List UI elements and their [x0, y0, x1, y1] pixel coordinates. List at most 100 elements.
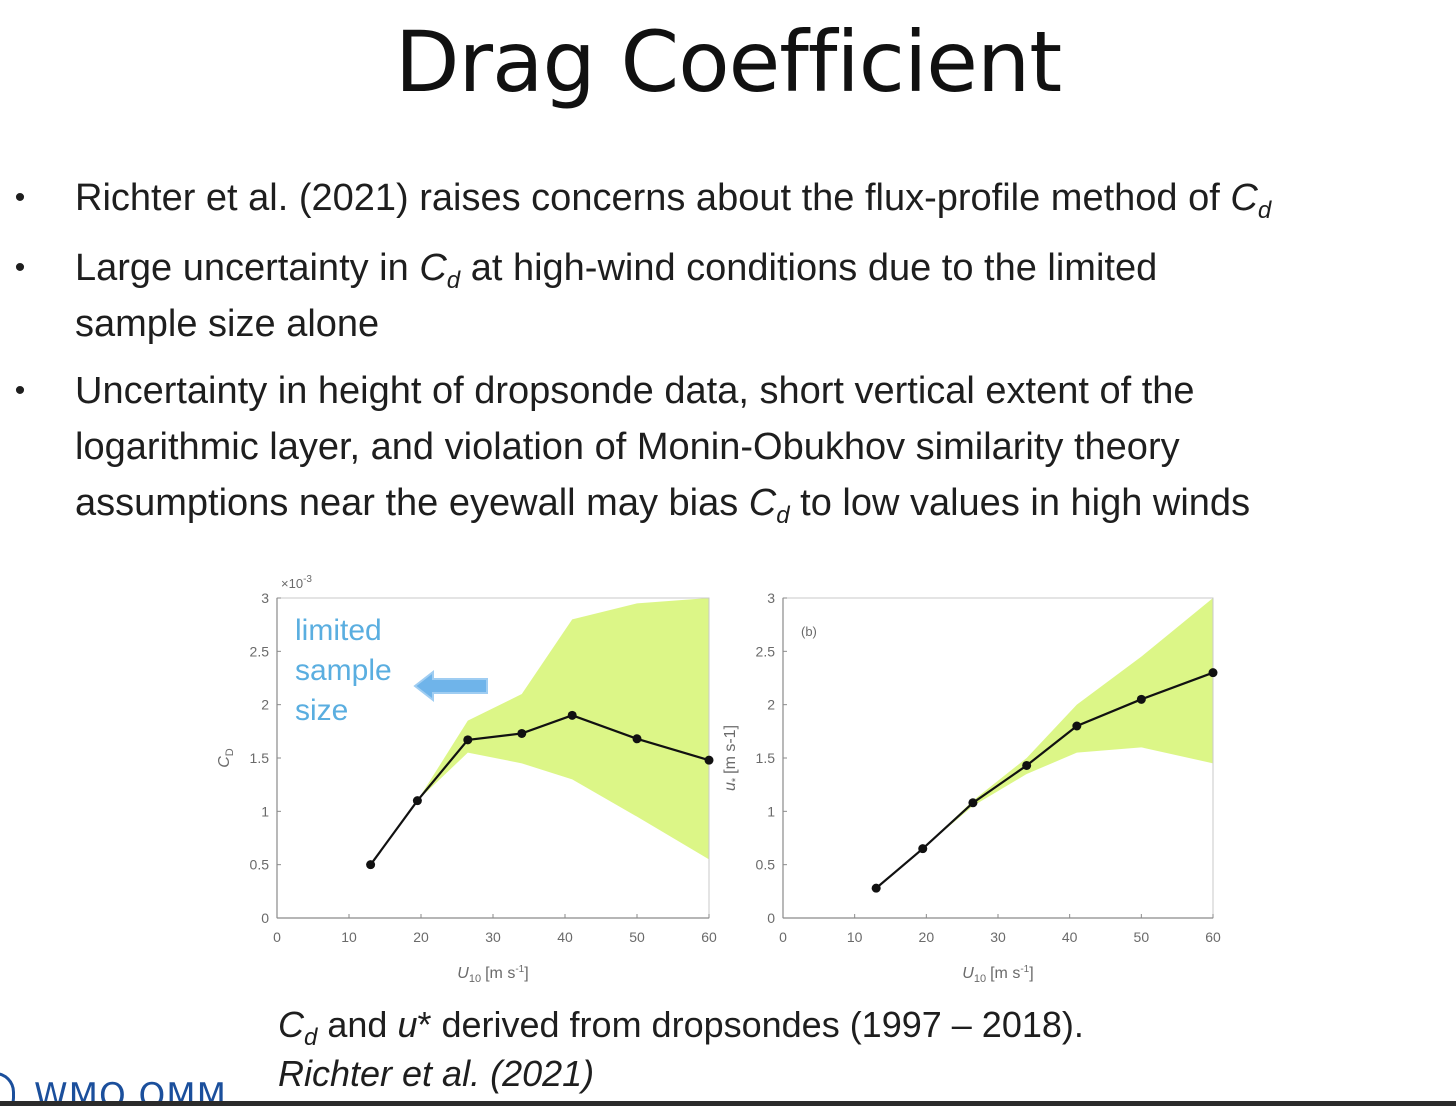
- data-point: [1022, 760, 1032, 770]
- text-run: Large uncertainty in: [75, 247, 420, 289]
- y-axis-label: CD: [216, 748, 236, 768]
- annotation-text: sample: [295, 654, 392, 687]
- data-point: [366, 860, 376, 870]
- x-label-part: [m s: [485, 965, 515, 982]
- data-point: [463, 735, 473, 745]
- data-point: [1072, 721, 1082, 731]
- data-point: [412, 796, 422, 806]
- y-tick-label: 3: [767, 590, 775, 606]
- uncertainty-band: [370, 598, 709, 865]
- x-label-part: 10: [469, 973, 481, 985]
- y-tick-label: 1: [261, 803, 269, 819]
- chart-area: 0 10 20 30 40 50 60 0 0.5 1 1.5 2 2.5 3 ×10-3 U10 [m s-1…: [195, 560, 1255, 990]
- y-tick-label: 2.5: [250, 643, 270, 659]
- text-run: at high-wind conditions due to the limit…: [460, 247, 1158, 289]
- text-run: logarithmic layer, and violation of Moni…: [75, 426, 1180, 468]
- data-point: [1208, 668, 1218, 678]
- x-label-part: [m s: [990, 965, 1020, 982]
- y-label-part: C: [216, 756, 233, 768]
- x-tick-label: 10: [847, 929, 863, 945]
- y-tick-label: 3: [261, 590, 269, 606]
- bullet-line: Richter et al. (2021) raises concerns ab…: [75, 170, 1450, 226]
- x-label-part: ]: [1029, 965, 1033, 982]
- data-point: [704, 755, 714, 765]
- x-tick-label: 30: [990, 929, 1006, 945]
- bullet-text: Richter et al. (2021) raises concerns ab…: [75, 170, 1450, 226]
- y-tick-label: 2.5: [756, 643, 776, 659]
- plot-frame: [782, 597, 1214, 919]
- bullet-line: sample size alone: [75, 296, 1450, 352]
- bullet-line: logarithmic layer, and violation of Moni…: [75, 419, 1450, 475]
- x-tick-label: 20: [413, 929, 429, 945]
- bullet-line: Uncertainty in height of dropsonde data,…: [75, 363, 1450, 419]
- y-label-part: [m s-1]: [722, 725, 739, 774]
- y-label-part: *: [730, 777, 742, 782]
- x-tick-label: 40: [557, 929, 573, 945]
- y-tick-label: 1.5: [250, 750, 270, 766]
- bullet-dot: •: [14, 374, 26, 407]
- slide-title: Drag Coefficient: [394, 13, 1062, 111]
- y-tick-label: 0: [261, 910, 269, 926]
- data-point: [871, 883, 881, 893]
- bullet-dot: •: [14, 181, 26, 214]
- bullet-text: Large uncertainty in Cd at high-wind con…: [75, 240, 1450, 352]
- data-point: [567, 710, 577, 720]
- x-tick-label: 20: [919, 929, 935, 945]
- x-axis-label: U10 [m s-1]: [962, 964, 1033, 985]
- x-tick-label: 0: [273, 929, 281, 945]
- y-tick-label: 0: [767, 910, 775, 926]
- text-run: sample size alone: [75, 303, 380, 345]
- y-tick-label: 1: [767, 803, 775, 819]
- x-tick-label: 50: [1134, 929, 1150, 945]
- multiplier-base: ×10: [281, 576, 303, 591]
- y-tick-label: 0.5: [250, 857, 270, 873]
- math-subscript: d: [304, 1024, 318, 1051]
- y-tick-label: 2: [767, 697, 775, 713]
- y-tick-label: 0.5: [756, 857, 776, 873]
- y-label-part: u: [722, 782, 739, 791]
- x-label-part: -1: [1020, 964, 1029, 975]
- x-label-part: U: [457, 965, 469, 982]
- x-tick-label: 50: [629, 929, 645, 945]
- math-symbol: u: [397, 1004, 418, 1045]
- figure-citation: Richter et al. (2021): [278, 1053, 595, 1094]
- y-tick-label: 2: [261, 697, 269, 713]
- annotation-text: limited: [295, 614, 382, 647]
- data-point: [632, 734, 642, 744]
- math-subscript: d: [776, 502, 790, 529]
- text-run: Richter et al. (2021) raises concerns ab…: [75, 177, 1231, 219]
- math-symbol: C: [278, 1004, 304, 1045]
- x-label-part: U: [962, 965, 974, 982]
- text-run: and: [317, 1004, 398, 1045]
- bullet-line: Large uncertainty in Cd at high-wind con…: [75, 240, 1450, 296]
- multiplier-exponent: -3: [303, 574, 312, 585]
- x-label-part: -1: [515, 964, 524, 975]
- y-tick-label: 1.5: [756, 750, 776, 766]
- bullet-text: Uncertainty in height of dropsonde data,…: [75, 363, 1450, 531]
- y-axis-label: u* [m s-1]: [722, 725, 742, 791]
- data-point: [1136, 694, 1146, 704]
- data-point: [918, 844, 928, 854]
- data-point: [517, 728, 527, 738]
- x-label-part: 10: [974, 973, 986, 985]
- math-symbol: C: [419, 247, 447, 289]
- data-point: [968, 798, 978, 808]
- text-run: Uncertainty in height of dropsonde data,…: [75, 370, 1195, 412]
- bullet-line: assumptions near the eyewall may bias Cd…: [75, 475, 1450, 531]
- figure-caption: Cd and u* derived from dropsondes (1997 …: [278, 1003, 1084, 1052]
- x-axis-label: U10 [m s-1]: [457, 964, 528, 985]
- math-symbol: C: [1230, 177, 1258, 219]
- x-tick-label: 10: [341, 929, 357, 945]
- text-run: * derived from dropsondes (1997 – 2018).: [417, 1004, 1084, 1045]
- math-subscript: d: [446, 267, 461, 294]
- panel-label: (b): [801, 624, 817, 639]
- x-tick-label: 60: [1205, 929, 1221, 945]
- x-tick-label: 0: [779, 929, 787, 945]
- x-tick-label: 30: [485, 929, 501, 945]
- text-run: to low values in high winds: [789, 482, 1251, 524]
- bottom-bar: [0, 1101, 1456, 1106]
- y-label-part: D: [224, 748, 236, 756]
